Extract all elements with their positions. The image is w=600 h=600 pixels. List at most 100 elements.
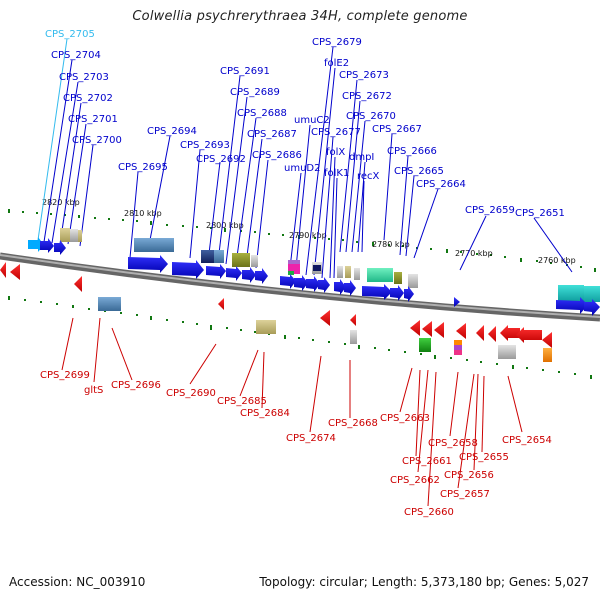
gene-label: CPS_2703 xyxy=(59,72,109,83)
feature-box-grey xyxy=(251,255,258,267)
reverse-feature-boxes xyxy=(98,297,552,362)
gene-label: CPS_2693 xyxy=(180,140,230,151)
gene-label: CPS_2692 xyxy=(196,154,246,165)
gene-arrow-forward xyxy=(306,276,320,292)
gene-label: folE2 xyxy=(324,58,349,69)
leader-line xyxy=(333,177,338,279)
feature-box-grey xyxy=(70,229,78,242)
leader-line xyxy=(61,317,74,371)
gene-arrow-reverse xyxy=(488,326,496,342)
gene-arrow-forward xyxy=(280,274,296,289)
leader-line xyxy=(357,161,366,253)
gene-label: CPS_2658 xyxy=(428,438,478,449)
gene-label: CPS_2657 xyxy=(440,489,490,500)
gene-label: umuD2 xyxy=(284,163,320,174)
gene-arrow-forward xyxy=(454,297,460,307)
leader-line xyxy=(43,59,73,243)
gene-arrow-forward xyxy=(54,240,66,255)
feature-box-green xyxy=(419,338,431,352)
feature-box-orange xyxy=(454,340,462,345)
leader-line xyxy=(481,375,485,453)
leader-line xyxy=(351,120,366,253)
gene-label: CPS_2666 xyxy=(387,146,437,157)
bottom-leader-lines xyxy=(61,317,523,507)
gene-arrow-forward xyxy=(226,266,242,281)
feature-box-purple xyxy=(454,345,462,350)
gene-label: CPS_2667 xyxy=(372,124,422,135)
gene-label: CPS_2651 xyxy=(515,208,565,219)
gene-label: CPS_2677 xyxy=(311,127,361,138)
leader-line xyxy=(93,317,101,383)
leader-line xyxy=(305,46,334,276)
leader-line xyxy=(345,100,361,253)
feature-box-navy xyxy=(313,265,321,271)
gene-label: CPS_2696 xyxy=(111,380,161,391)
leader-line xyxy=(261,351,265,409)
gene-label: CPS_2694 xyxy=(147,126,197,137)
feature-box-grey xyxy=(354,268,360,280)
gene-arrow-reverse xyxy=(456,323,466,339)
gene-arrow-forward xyxy=(334,279,346,295)
gene-label: CPS_2656 xyxy=(444,470,494,481)
leader-line xyxy=(59,102,82,245)
feature-box-steel xyxy=(109,297,121,311)
gene-label: CPS_2687 xyxy=(247,129,297,140)
gene-arrow-reverse xyxy=(0,262,6,278)
gene-label: umuC2 xyxy=(294,115,330,126)
gene-arrow-reverse xyxy=(434,322,444,338)
reverse-gene-arrows xyxy=(0,262,552,348)
gene-arrow-reverse xyxy=(74,276,82,292)
leader-line xyxy=(235,117,257,265)
gene-arrow-reverse xyxy=(500,325,520,341)
leader-line xyxy=(313,67,336,276)
gene-label: CPS_2695 xyxy=(118,162,168,173)
gene-label: CPS_2684 xyxy=(240,408,290,419)
gene-arrow-forward xyxy=(556,297,588,314)
gene-arrow-forward xyxy=(172,260,204,279)
gene-label: CPS_2674 xyxy=(286,433,336,444)
gene-arrow-reverse xyxy=(422,321,432,337)
gene-arrow-forward xyxy=(206,264,226,279)
gene-arrow-forward xyxy=(404,286,414,302)
gene-label: CPS_2655 xyxy=(459,452,509,463)
gene-arrow-reverse xyxy=(542,332,552,348)
gene-label: CPS_2668 xyxy=(328,418,378,429)
gene-arrow-forward xyxy=(362,284,392,300)
gene-label: CPS_2699 xyxy=(40,370,90,381)
gene-label: CPS_2661 xyxy=(402,456,452,467)
feature-box-olive xyxy=(394,272,402,284)
kbp-label: 2820 kbp xyxy=(42,198,80,207)
genome-summary-text: Topology: circular; Length: 5,373,180 bp… xyxy=(259,575,589,589)
gene-label: CPS_2685 xyxy=(217,396,267,407)
leader-line xyxy=(189,149,201,259)
leader-line xyxy=(507,375,523,433)
gene-arrow-forward xyxy=(294,275,308,291)
leader-line xyxy=(309,355,322,433)
top-gene-labels: CPS_2705 CPS_2704 CPS_2703 CPS_2702 CPS_… xyxy=(45,29,565,219)
leader-line xyxy=(459,215,487,271)
feature-box-khaki xyxy=(78,230,82,242)
gene-arrow-forward xyxy=(584,299,600,316)
gene-label: folX xyxy=(326,147,345,158)
leader-line xyxy=(289,172,302,269)
gene-arrow-forward xyxy=(242,267,256,283)
gene-label: CPS_2654 xyxy=(502,435,552,446)
leader-line xyxy=(149,135,171,241)
gene-arrow-forward xyxy=(255,268,268,284)
leader-line xyxy=(399,155,409,256)
feature-box-mint xyxy=(367,268,393,282)
bottom-gene-labels: CPS_2699 gltS CPS_2696 CPS_2690 CPS_2685… xyxy=(40,370,552,518)
leader-line xyxy=(225,96,248,265)
leader-line xyxy=(417,369,429,473)
feature-box-khaki xyxy=(60,228,70,242)
feature-box-khaki xyxy=(345,266,351,278)
feature-box-green xyxy=(288,271,294,275)
gene-label: CPS_2664 xyxy=(416,179,466,190)
gene-label: CPS_2660 xyxy=(404,507,454,518)
leader-line xyxy=(427,371,437,507)
gene-arrow-reverse xyxy=(476,325,484,341)
feature-box-teal xyxy=(558,285,584,301)
leader-line xyxy=(255,159,269,269)
gene-label: gltS xyxy=(84,385,103,396)
